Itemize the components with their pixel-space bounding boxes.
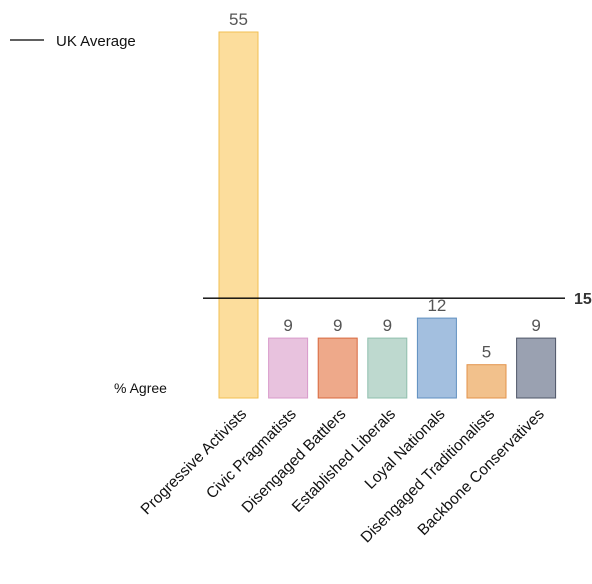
bar-civic-pragmatists (268, 337, 309, 399)
value-label: 55 (229, 10, 248, 29)
bar-disengaged-battlers (317, 337, 358, 399)
bar-disengaged-traditionalists (466, 364, 507, 399)
legend-label: UK Average (56, 33, 136, 50)
value-label: 12 (427, 296, 446, 315)
value-label: 5 (482, 343, 491, 362)
bar-backbone-conservatives (516, 337, 557, 399)
value-label: 9 (383, 316, 392, 335)
value-label: 9 (283, 316, 292, 335)
uk-average-value-label: 15 (574, 291, 592, 308)
value-labels-group: 55 9 9 9 12 5 9 (229, 10, 541, 362)
bar-loyal-nationals (416, 317, 457, 399)
bar-progressive-activists (218, 31, 259, 399)
value-label: 9 (531, 316, 540, 335)
bars-group (218, 31, 557, 399)
y-axis-label: % Agree (114, 380, 167, 396)
value-label: 9 (333, 316, 342, 335)
category-label: Civic Pragmatists (203, 406, 300, 503)
bar-established-liberals (367, 337, 408, 399)
